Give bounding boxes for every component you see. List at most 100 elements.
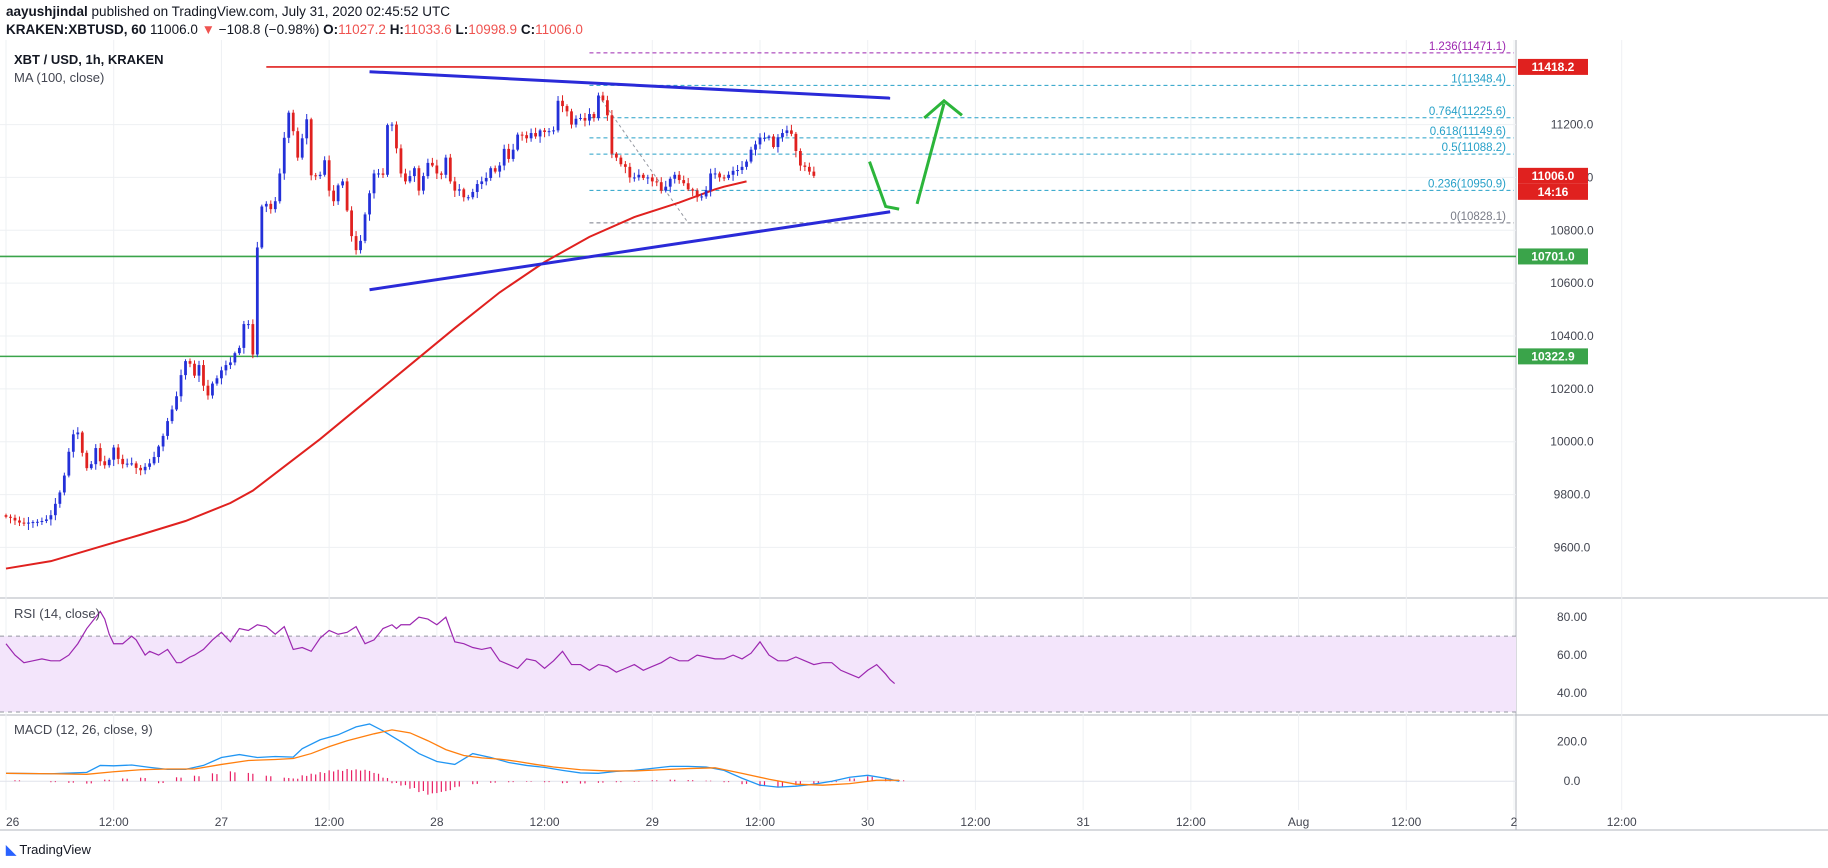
axes: 26 12:00 27 12:00 28 12:00 29 12:00 30 12:00 31 12:… [6, 58, 1637, 829]
candle-body [134, 463, 138, 468]
candle-body [9, 516, 12, 518]
time-tick-label: 12:00 [99, 815, 129, 829]
candle-body [188, 361, 192, 364]
main-pane-title: XBT / USD, 1h, KRAKEN [14, 52, 164, 67]
tradingview-logo[interactable]: ◣ TradingView [6, 842, 91, 858]
time-tick-label: 31 [1076, 815, 1090, 829]
candle-body [713, 173, 717, 175]
candle-body [103, 461, 107, 466]
candle-body [484, 177, 488, 182]
down-arrow-icon: ▼ [201, 22, 215, 37]
current-price-tag [1518, 167, 1588, 184]
candle-body [386, 125, 389, 175]
candle-body [807, 166, 811, 172]
rsi-band [0, 636, 1516, 712]
time-tick-label: 30 [861, 815, 875, 829]
candle-body [731, 170, 735, 175]
rsi-line [5, 610, 896, 685]
candle-body [287, 112, 291, 138]
candle-body [736, 170, 739, 172]
candle-body [197, 365, 201, 376]
candle-body [727, 174, 730, 178]
candle-body [22, 522, 26, 524]
candle-body [354, 236, 358, 251]
candle-body [323, 160, 327, 175]
price-level-tag [1518, 58, 1588, 75]
time-tick-label: 12:00 [530, 815, 560, 829]
candle-body [722, 177, 726, 179]
candle-body [718, 173, 721, 178]
candle-body [345, 181, 349, 211]
candle-body [623, 164, 627, 167]
candle-body [246, 324, 250, 326]
candle-body [31, 522, 35, 524]
tradingview-icon: ◣ [6, 842, 16, 857]
triangle-upper-trendline [369, 70, 891, 100]
candle-body [62, 475, 66, 493]
candle-body [812, 171, 816, 176]
candle-body [426, 162, 430, 177]
fib-anchor-line [598, 95, 689, 224]
candle-body [619, 157, 623, 165]
low-label: L: [455, 22, 469, 37]
candle-body [233, 353, 237, 363]
fib-level-label: 0.618(11149.6) [1430, 126, 1506, 138]
candle-body [80, 432, 84, 453]
candle-body [794, 133, 798, 151]
fib-level-label: 1(11348.4) [1451, 73, 1506, 85]
macd-legend: MACD (12, 26, close, 9) [14, 722, 153, 737]
candle-body [659, 182, 663, 191]
candle-body [282, 137, 286, 174]
candle-body [655, 181, 659, 183]
candle-body [650, 177, 654, 182]
candle-body [480, 181, 484, 185]
candle-body [332, 190, 336, 202]
candle-body [583, 117, 587, 121]
candle-body [538, 130, 542, 137]
candle-body [327, 160, 331, 191]
candle-body [291, 112, 295, 132]
candle-body [700, 196, 704, 198]
candle-body [776, 137, 780, 148]
candle-body [148, 463, 152, 467]
candle-body [749, 149, 753, 162]
rsi-tick-label: 80.00 [1557, 610, 1587, 624]
price-change: −108.8 (−0.98%) [218, 22, 320, 37]
candle-body [49, 515, 53, 520]
countdown-label: 14:16 [1538, 185, 1569, 199]
low-value: 10998.9 [468, 22, 518, 37]
candle-body [677, 174, 681, 181]
candle-body [466, 197, 470, 199]
candle-body [166, 421, 169, 436]
candle-body [511, 149, 515, 159]
candle-body [229, 362, 232, 366]
candle-body [561, 100, 564, 107]
signal-line [5, 729, 900, 786]
candle-body [570, 111, 573, 125]
candle-body [98, 448, 102, 462]
candle-body [278, 173, 282, 202]
candle-body [704, 190, 708, 197]
macd-tick-label: 0.0 [1564, 774, 1581, 788]
candle-body [193, 363, 196, 376]
candle-body [395, 124, 398, 149]
candle-body [556, 100, 560, 131]
author[interactable]: aayushjindal [6, 4, 88, 19]
candle-body [130, 463, 134, 465]
candle-body [507, 148, 511, 159]
time-tick-label: 12:00 [314, 815, 344, 829]
symbol: KRAKEN:XBTUSD, 60 [6, 22, 147, 37]
candle-body [543, 130, 546, 132]
candle-body [453, 181, 457, 191]
candle-body [547, 131, 551, 133]
candle-body [632, 177, 636, 179]
candle-body [381, 173, 385, 175]
candle-body [76, 432, 80, 435]
candle-body [641, 174, 645, 178]
candle-body [341, 181, 344, 186]
candle-body [471, 191, 475, 198]
close-label: C: [520, 22, 536, 37]
candle-body [71, 434, 75, 452]
candle-body [754, 144, 757, 150]
